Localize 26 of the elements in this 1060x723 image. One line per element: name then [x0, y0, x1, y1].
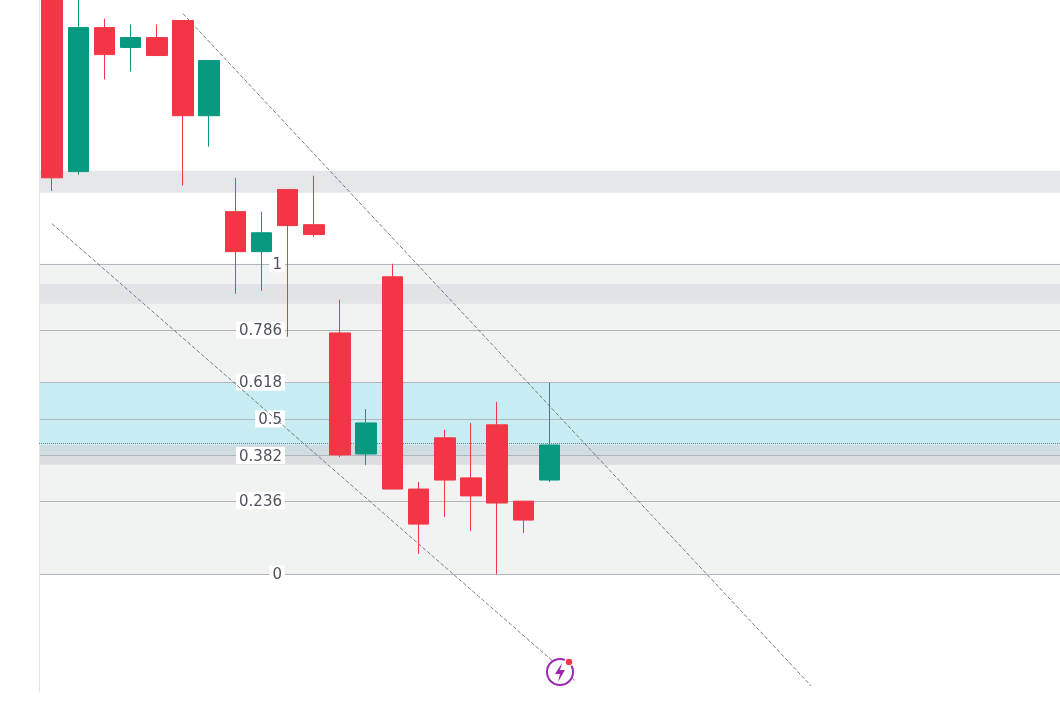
y-tick-label: 0.5	[258, 409, 282, 428]
y-tick-label: 1	[272, 254, 282, 273]
candlestick	[68, 0, 89, 176]
candlestick	[539, 382, 560, 483]
candlestick	[225, 177, 246, 295]
y-tick-label: 0.382	[239, 446, 282, 465]
candlestick	[486, 401, 508, 575]
candlestick	[120, 24, 141, 73]
candlestick	[408, 481, 429, 555]
candlestick	[460, 422, 482, 532]
y-tick-label: 0.236	[239, 491, 282, 510]
y-tick-label: 0.618	[239, 373, 282, 392]
candlestick	[303, 175, 325, 238]
candlestick	[198, 60, 220, 148]
candlestick	[329, 299, 351, 458]
candlestick	[434, 429, 456, 518]
y-tick-label: 0	[272, 565, 282, 584]
candlestick	[94, 18, 115, 80]
candlestick	[41, 0, 63, 192]
candlestick	[251, 211, 272, 292]
candlestick	[513, 500, 534, 534]
candlestick	[172, 19, 194, 187]
candlestick	[146, 24, 168, 57]
y-tick-label: 0.786	[239, 321, 282, 340]
candlestick	[382, 263, 403, 490]
candlestick	[355, 408, 377, 466]
